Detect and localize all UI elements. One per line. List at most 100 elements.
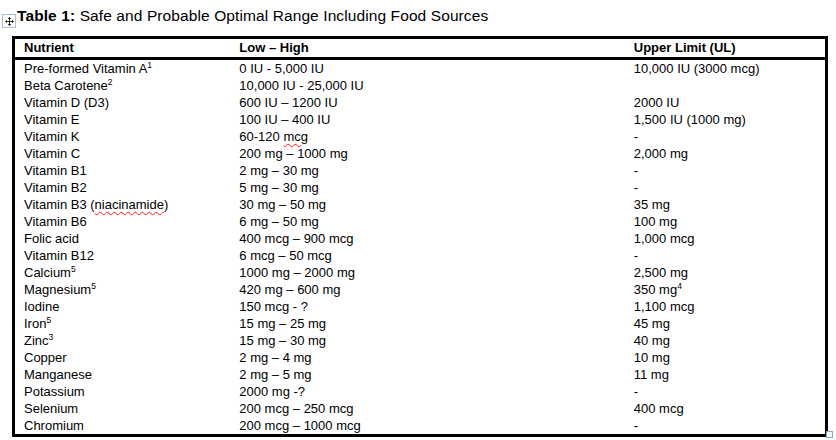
- range-cell[interactable]: 200 mcg – 1000 mcg: [234, 417, 628, 436]
- nutrient-cell[interactable]: Magnesium5: [14, 281, 235, 298]
- range-cell[interactable]: 400 mcg – 900 mcg: [234, 230, 628, 247]
- table-resize-handle[interactable]: [826, 431, 833, 438]
- nutrient-cell[interactable]: Iron5: [14, 315, 235, 332]
- upper-limit-cell[interactable]: -: [629, 179, 827, 196]
- table-row: Vitamin B126 mcg – 50 mcg-: [14, 247, 827, 264]
- table-row: Vitamin B66 mg – 50 mg100 mg: [14, 213, 827, 230]
- upper-limit-cell[interactable]: 100 mg: [629, 213, 827, 230]
- upper-limit-cell[interactable]: 35 mg: [629, 196, 827, 213]
- footnote-superscript: 3: [49, 331, 54, 341]
- nutrient-cell[interactable]: Vitamin B6: [14, 213, 235, 230]
- upper-limit-cell[interactable]: 1,500 IU (1000 mg): [629, 111, 827, 128]
- table-move-handle[interactable]: [2, 14, 16, 28]
- footnote-superscript: 5: [71, 263, 76, 273]
- upper-limit-cell[interactable]: -: [629, 247, 827, 264]
- range-cell[interactable]: 420 mg – 600 mg: [234, 281, 628, 298]
- upper-limit-cell[interactable]: 2,000 mg: [629, 145, 827, 162]
- range-cell[interactable]: 150 mcg - ?: [234, 298, 628, 315]
- nutrient-cell[interactable]: Pre-formed Vitamin A1: [14, 59, 235, 78]
- nutrient-cell[interactable]: Calcium5: [14, 264, 235, 281]
- nutrient-cell[interactable]: Zinc3: [14, 332, 235, 349]
- range-cell[interactable]: 60-120 mcg: [234, 128, 628, 145]
- nutrient-cell[interactable]: Chromium: [14, 417, 235, 436]
- upper-limit-cell[interactable]: 400 mcg: [629, 400, 827, 417]
- footnote-superscript: 2: [108, 76, 113, 86]
- upper-limit-cell[interactable]: 1,100 mcg: [629, 298, 827, 315]
- upper-limit-cell[interactable]: -: [629, 162, 827, 179]
- footnote-superscript: 5: [91, 280, 96, 290]
- col-header-upper-limit[interactable]: Upper Limit (UL): [629, 38, 827, 59]
- upper-limit-cell[interactable]: 10 mg: [629, 349, 827, 366]
- range-cell[interactable]: 600 IU – 1200 IU: [234, 94, 628, 111]
- nutrient-cell[interactable]: Vitamin B12: [14, 247, 235, 264]
- table-row: Vitamin B12 mg – 30 mg-: [14, 162, 827, 179]
- range-cell[interactable]: 30 mg – 50 mg: [234, 196, 628, 213]
- range-cell[interactable]: 2 mg – 4 mg: [234, 349, 628, 366]
- table-row: Vitamin D (D3)600 IU – 1200 IU2000 IU: [14, 94, 827, 111]
- upper-limit-cell[interactable]: 40 mg: [629, 332, 827, 349]
- range-cell[interactable]: 200 mg – 1000 mg: [234, 145, 628, 162]
- upper-limit-cell[interactable]: 2000 IU: [629, 94, 827, 111]
- footnote-superscript: 5: [46, 314, 51, 324]
- table-title[interactable]: Table 1: Safe and Probable Optimal Range…: [17, 7, 488, 25]
- misspelled-word: niacinamide: [95, 197, 164, 212]
- upper-limit-cell[interactable]: 1,000 mcg: [629, 230, 827, 247]
- col-header-low-high[interactable]: Low – High: [234, 38, 628, 59]
- upper-limit-cell[interactable]: 350 mg4: [629, 281, 827, 298]
- upper-limit-cell[interactable]: 10,000 IU (3000 mcg): [629, 59, 827, 78]
- nutrient-cell[interactable]: Iodine: [14, 298, 235, 315]
- misspelled-word: mcg: [283, 129, 308, 144]
- nutrient-cell[interactable]: Vitamin K: [14, 128, 235, 145]
- table-row: Vitamin C200 mg – 1000 mg2,000 mg: [14, 145, 827, 162]
- range-cell[interactable]: 5 mg – 30 mg: [234, 179, 628, 196]
- upper-limit-cell[interactable]: -: [629, 417, 827, 436]
- table-row: Selenium200 mcg – 250 mcg400 mcg: [14, 400, 827, 417]
- range-cell[interactable]: 6 mg – 50 mg: [234, 213, 628, 230]
- footnote-superscript: 4: [677, 280, 682, 290]
- table-row: Folic acid400 mcg – 900 mcg1,000 mcg: [14, 230, 827, 247]
- nutrient-cell[interactable]: Potassium: [14, 383, 235, 400]
- nutrient-cell[interactable]: Selenium: [14, 400, 235, 417]
- nutrient-cell[interactable]: Vitamin B1: [14, 162, 235, 179]
- table-row: Potassium2000 mg -?-: [14, 383, 827, 400]
- nutrient-cell[interactable]: Folic acid: [14, 230, 235, 247]
- upper-limit-cell[interactable]: -: [629, 128, 827, 145]
- upper-limit-cell[interactable]: [629, 77, 827, 94]
- range-cell[interactable]: 2 mg – 5 mg: [234, 366, 628, 383]
- table-header-row: Nutrient Low – High Upper Limit (UL): [14, 38, 827, 59]
- upper-limit-cell[interactable]: 45 mg: [629, 315, 827, 332]
- range-cell[interactable]: 15 mg – 30 mg: [234, 332, 628, 349]
- nutrient-cell[interactable]: Vitamin C: [14, 145, 235, 162]
- nutrient-cell[interactable]: Vitamin B2: [14, 179, 235, 196]
- table-title-text: Safe and Probable Optimal Range Includin…: [75, 7, 488, 24]
- table-row: Vitamin E100 IU – 400 IU1,500 IU (1000 m…: [14, 111, 827, 128]
- range-cell[interactable]: 100 IU – 400 IU: [234, 111, 628, 128]
- range-cell[interactable]: 2 mg – 30 mg: [234, 162, 628, 179]
- range-cell[interactable]: 10,000 IU - 25,000 IU: [234, 77, 628, 94]
- range-cell[interactable]: 2000 mg -?: [234, 383, 628, 400]
- range-cell[interactable]: 6 mcg – 50 mcg: [234, 247, 628, 264]
- table-move-icon: [5, 17, 14, 26]
- nutrient-cell[interactable]: Beta Carotene2: [14, 77, 235, 94]
- table-body: Pre-formed Vitamin A10 IU - 5,000 IU10,0…: [14, 59, 827, 436]
- nutrient-table[interactable]: Nutrient Low – High Upper Limit (UL) Pre…: [12, 36, 828, 437]
- nutrient-cell[interactable]: Vitamin B3 (niacinamide): [14, 196, 235, 213]
- table-row: Zinc315 mg – 30 mg40 mg: [14, 332, 827, 349]
- upper-limit-cell[interactable]: 2,500 mg: [629, 264, 827, 281]
- range-cell[interactable]: 1000 mg – 2000 mg: [234, 264, 628, 281]
- nutrient-cell[interactable]: Manganese: [14, 366, 235, 383]
- table-row: Manganese2 mg – 5 mg11 mg: [14, 366, 827, 383]
- nutrient-cell[interactable]: Vitamin E: [14, 111, 235, 128]
- nutrient-cell[interactable]: Vitamin D (D3): [14, 94, 235, 111]
- table-row: Chromium200 mcg – 1000 mcg-: [14, 417, 827, 436]
- col-header-nutrient[interactable]: Nutrient: [14, 38, 235, 59]
- range-cell[interactable]: 15 mg – 25 mg: [234, 315, 628, 332]
- range-cell[interactable]: 200 mcg – 250 mcg: [234, 400, 628, 417]
- table-row: Magnesium5420 mg – 600 mg350 mg4: [14, 281, 827, 298]
- table-title-label: Table 1:: [17, 7, 75, 24]
- upper-limit-cell[interactable]: 11 mg: [629, 366, 827, 383]
- upper-limit-cell[interactable]: -: [629, 383, 827, 400]
- nutrient-cell[interactable]: Copper: [14, 349, 235, 366]
- range-cell[interactable]: 0 IU - 5,000 IU: [234, 59, 628, 78]
- table-row: Iodine150 mcg - ?1,100 mcg: [14, 298, 827, 315]
